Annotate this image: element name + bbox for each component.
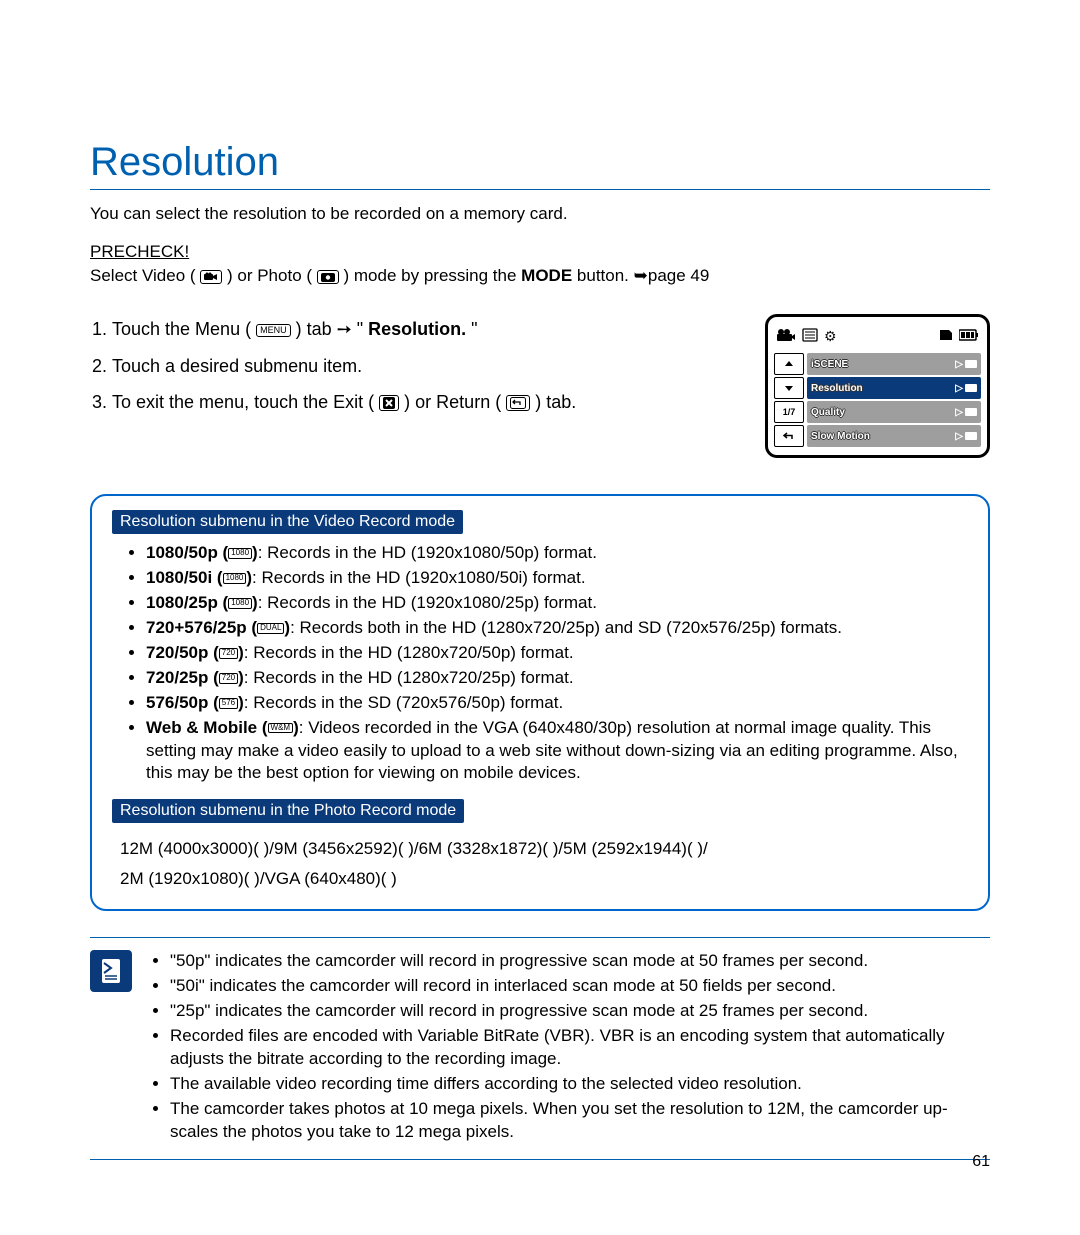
precheck-seg: ) mode by pressing the <box>344 266 522 285</box>
screen-row-bar[interactable]: Resolution ▷ <box>807 377 981 399</box>
screen-row-left-button[interactable] <box>774 425 804 447</box>
video-icon <box>776 328 796 345</box>
note-item: "50i" indicates the camcorder will recor… <box>170 975 990 998</box>
video-resolution-list: 1080/50p (1080): Records in the HD (1920… <box>112 542 968 785</box>
precheck-label: PRECHECK! <box>90 242 990 262</box>
resolution-badge-icon: 1080 <box>223 573 247 584</box>
video-resolution-item: Web & Mobile (W&M): Videos recorded in t… <box>146 717 968 786</box>
video-resolution-item: 720/50p (720): Records in the HD (1280x7… <box>146 642 968 665</box>
step-bold: Resolution. <box>368 319 466 339</box>
screen-row-bar[interactable]: Slow Motion ▷ <box>807 425 981 447</box>
resolution-details-box: Resolution submenu in the Video Record m… <box>90 494 990 911</box>
photo-resolution-line: 12M (4000x3000)( )/9M (3456x2592)( )/6M … <box>120 837 968 861</box>
video-resolution-item: 576/50p (576): Records in the SD (720x57… <box>146 692 968 715</box>
list-icon <box>802 328 818 345</box>
screen-row-left-button[interactable] <box>774 377 804 399</box>
step-1: Touch the Menu ( MENU ) tab ➙ " Resoluti… <box>112 314 739 345</box>
screen-topbar: ⚙ <box>774 323 981 353</box>
notes-list: "50p" indicates the camcorder will recor… <box>150 950 990 1146</box>
screen-menu-row[interactable]: iSCENE ▷ <box>774 353 981 375</box>
card-icon <box>939 328 953 344</box>
resolution-badge-icon: W&M <box>268 723 294 734</box>
video-resolution-item: 1080/50i (1080): Records in the HD (1920… <box>146 567 968 590</box>
page-title: Resolution <box>90 140 990 185</box>
note-item: The available video recording time diffe… <box>170 1073 990 1096</box>
resolution-badge-icon: 720 <box>219 673 238 684</box>
play-icon: ▷ <box>955 431 977 442</box>
play-icon: ▷ <box>955 407 977 418</box>
photo-mode-icon <box>317 270 339 284</box>
screen-row-label: iSCENE <box>811 359 848 370</box>
step-text: Touch the Menu ( <box>112 319 251 339</box>
step-text: To exit the menu, touch the Exit ( <box>112 392 374 412</box>
note-item: Recorded files are encoded with Variable… <box>170 1025 990 1071</box>
battery-icon <box>959 328 979 344</box>
intro-text: You can select the resolution to be reco… <box>90 204 990 224</box>
precheck-text: Select Video ( ) or Photo ( ) mode by pr… <box>90 266 990 286</box>
exit-icon <box>379 395 399 411</box>
note-item: "25p" indicates the camcorder will recor… <box>170 1000 990 1023</box>
video-resolution-item: 1080/25p (1080): Records in the HD (1920… <box>146 592 968 615</box>
photo-section-heading: Resolution submenu in the Photo Record m… <box>112 799 464 823</box>
mode-button-label: MODE <box>521 266 572 285</box>
page-number: 61 <box>972 1153 990 1171</box>
precheck-seg: Select Video ( <box>90 266 196 285</box>
screen-row-label: Quality <box>811 407 845 418</box>
screen-menu-row[interactable]: Resolution ▷ <box>774 377 981 399</box>
video-section-heading: Resolution submenu in the Video Record m… <box>112 510 463 534</box>
menu-icon: MENU <box>256 324 291 337</box>
step-3: To exit the menu, touch the Exit ( ) or … <box>112 387 739 418</box>
screen-row-label: Slow Motion <box>811 431 870 442</box>
return-icon <box>506 395 530 411</box>
screen-menu-row[interactable]: 1/7 Quality ▷ <box>774 401 981 423</box>
screen-row-bar[interactable]: Quality ▷ <box>807 401 981 423</box>
step-2: Touch a desired submenu item. <box>112 351 739 382</box>
step-text: ) or Return ( <box>404 392 501 412</box>
note-item: "50p" indicates the camcorder will recor… <box>170 950 990 973</box>
screen-row-label: Resolution <box>811 383 863 394</box>
step-text: ) tab. <box>535 392 576 412</box>
video-resolution-item: 1080/50p (1080): Records in the HD (1920… <box>146 542 968 565</box>
video-mode-icon <box>200 270 222 284</box>
video-resolution-item: 720+576/25p (DUAL): Records both in the … <box>146 617 968 640</box>
device-screen-mock: ⚙ iSCENE ▷ Resolution ▷ 1/7 Quality ▷ Slow M… <box>765 314 990 458</box>
resolution-badge-icon: 1080 <box>228 548 252 559</box>
play-icon: ▷ <box>955 383 977 394</box>
title-divider <box>90 189 990 190</box>
screen-row-bar[interactable]: iSCENE ▷ <box>807 353 981 375</box>
notes-block: "50p" indicates the camcorder will recor… <box>90 937 990 1161</box>
resolution-badge-icon: 576 <box>219 698 238 709</box>
precheck-seg: ) or Photo ( <box>227 266 312 285</box>
note-icon <box>90 950 132 992</box>
steps-list: Touch the Menu ( MENU ) tab ➙ " Resoluti… <box>90 314 739 424</box>
screen-row-left-button[interactable]: 1/7 <box>774 401 804 423</box>
resolution-badge-icon: DUAL <box>257 623 284 634</box>
screen-row-left-button[interactable] <box>774 353 804 375</box>
video-resolution-item: 720/25p (720): Records in the HD (1280x7… <box>146 667 968 690</box>
gear-icon: ⚙ <box>824 328 837 345</box>
resolution-badge-icon: 720 <box>219 648 238 659</box>
step-text: ) tab ➙ " <box>296 319 364 339</box>
play-icon: ▷ <box>955 359 977 370</box>
note-item: The camcorder takes photos at 10 mega pi… <box>170 1098 990 1144</box>
photo-resolution-line: 2M (1920x1080)( )/VGA (640x480)( ) <box>120 867 968 891</box>
resolution-badge-icon: 1080 <box>228 598 252 609</box>
step-text: " <box>471 319 477 339</box>
screen-menu-row[interactable]: Slow Motion ▷ <box>774 425 981 447</box>
precheck-seg: button. ➥page 49 <box>577 266 709 285</box>
